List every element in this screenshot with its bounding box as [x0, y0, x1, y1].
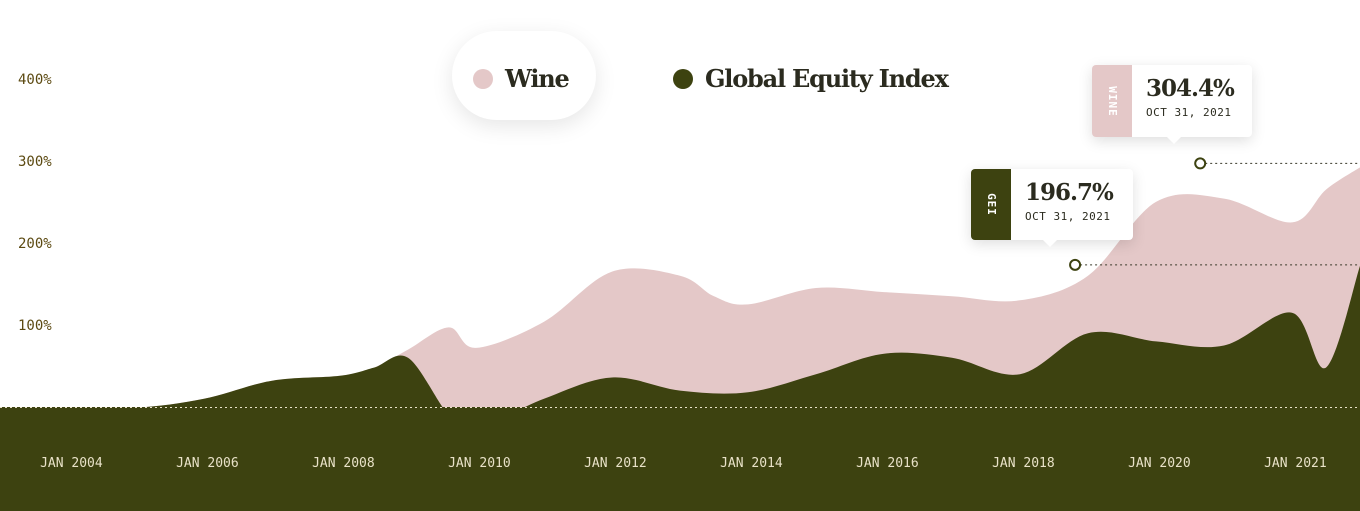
x-tick-label: JAN 2016	[856, 456, 919, 471]
y-tick-label: 200%	[18, 236, 52, 252]
x-tick-label: JAN 2012	[584, 456, 647, 471]
y-tick-label: 100%	[18, 318, 52, 334]
x-tick-label: JAN 2018	[992, 456, 1055, 471]
tooltip-gei-pointer	[1043, 240, 1057, 247]
tooltip-tag-gei: GEI	[971, 169, 1011, 240]
tooltip-gei: GEI 196.7% OCT 31, 2021	[971, 169, 1133, 247]
legend-label-gei: Global Equity Index	[705, 64, 949, 93]
tooltip-gei-date: OCT 31, 2021	[1025, 210, 1111, 223]
legend-label-wine: Wine	[505, 64, 570, 93]
gei-marker	[1069, 258, 1082, 271]
wine-marker	[1194, 157, 1207, 170]
legend-item-gei[interactable]: Global Equity Index	[673, 64, 949, 93]
x-tick-label: JAN 2014	[720, 456, 783, 471]
tooltip-wine-date: OCT 31, 2021	[1146, 106, 1232, 119]
tooltip-gei-value: 196.7%	[1025, 179, 1114, 206]
x-tick-label: JAN 2004	[40, 456, 103, 471]
y-tick-label: 300%	[18, 154, 52, 170]
x-tick-label: JAN 2021	[1264, 456, 1327, 471]
tooltip-wine-value: 304.4%	[1146, 75, 1235, 102]
tooltip-wine-pointer	[1167, 137, 1181, 144]
x-tick-label: JAN 2020	[1128, 456, 1191, 471]
legend-swatch-wine	[473, 68, 493, 89]
tooltip-tag-gei-text: GEI	[984, 193, 998, 216]
tooltip-tag-wine: WINE	[1092, 65, 1132, 137]
tooltip-tag-wine-text: WINE	[1105, 85, 1119, 117]
legend-swatch-gei	[673, 68, 693, 89]
x-tick-label: JAN 2006	[176, 456, 239, 471]
legend-item-wine[interactable]: Wine	[473, 64, 570, 93]
tooltip-wine: WINE 304.4% OCT 31, 2021	[1092, 65, 1252, 144]
y-tick-label: 400%	[18, 72, 52, 88]
x-tick-label: JAN 2008	[312, 456, 375, 471]
x-tick-label: JAN 2010	[448, 456, 511, 471]
x-axis-band	[0, 407, 1360, 511]
